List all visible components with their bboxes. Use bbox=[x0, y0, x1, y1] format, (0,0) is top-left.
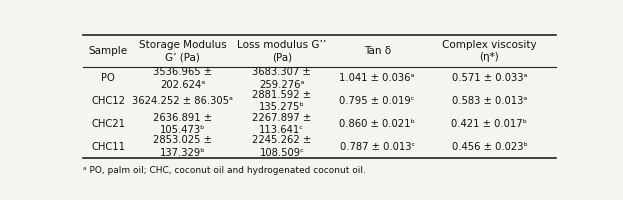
Text: Storage Modulus
G’ (Pa): Storage Modulus G’ (Pa) bbox=[139, 40, 227, 62]
Text: 3624.252 ± 86.305ᵃ: 3624.252 ± 86.305ᵃ bbox=[133, 96, 234, 106]
Text: 0.421 ± 0.017ᵇ: 0.421 ± 0.017ᵇ bbox=[452, 119, 528, 129]
Text: 3683.307 ±
259.276ᵃ: 3683.307 ± 259.276ᵃ bbox=[252, 67, 312, 90]
Text: 2245.262 ±
108.509ᶜ: 2245.262 ± 108.509ᶜ bbox=[252, 135, 312, 158]
Text: 0.456 ± 0.023ᵇ: 0.456 ± 0.023ᵇ bbox=[452, 142, 528, 152]
Text: CHC21: CHC21 bbox=[91, 119, 125, 129]
Text: 2853.025 ±
137.329ᵇ: 2853.025 ± 137.329ᵇ bbox=[153, 135, 212, 158]
Text: CHC12: CHC12 bbox=[91, 96, 125, 106]
Text: 2267.897 ±
113.641ᶜ: 2267.897 ± 113.641ᶜ bbox=[252, 113, 312, 135]
Text: 2636.891 ±
105.473ᵇ: 2636.891 ± 105.473ᵇ bbox=[153, 113, 212, 135]
Text: 0.571 ± 0.033ᵃ: 0.571 ± 0.033ᵃ bbox=[452, 73, 527, 83]
Text: Loss modulus G’’
(Pa): Loss modulus G’’ (Pa) bbox=[237, 40, 326, 62]
Text: 0.795 ± 0.019ᶜ: 0.795 ± 0.019ᶜ bbox=[340, 96, 415, 106]
Text: CHC11: CHC11 bbox=[91, 142, 125, 152]
Text: Sample: Sample bbox=[88, 46, 128, 56]
Text: PO: PO bbox=[101, 73, 115, 83]
Text: 0.860 ± 0.021ᵇ: 0.860 ± 0.021ᵇ bbox=[340, 119, 415, 129]
Text: 0.787 ± 0.013ᶜ: 0.787 ± 0.013ᶜ bbox=[340, 142, 415, 152]
Text: ᵃ PO, palm oil; CHC, coconut oil and hydrogenated coconut oil.: ᵃ PO, palm oil; CHC, coconut oil and hyd… bbox=[83, 166, 366, 175]
Text: 1.041 ± 0.036ᵃ: 1.041 ± 0.036ᵃ bbox=[340, 73, 415, 83]
Text: 3536.965 ±
202.624ᵃ: 3536.965 ± 202.624ᵃ bbox=[153, 67, 212, 90]
Text: 2881.592 ±
135.275ᵇ: 2881.592 ± 135.275ᵇ bbox=[252, 90, 312, 112]
Text: Tan δ: Tan δ bbox=[364, 46, 391, 56]
Text: Complex viscosity
(η*): Complex viscosity (η*) bbox=[442, 40, 537, 62]
Text: 0.583 ± 0.013ᵃ: 0.583 ± 0.013ᵃ bbox=[452, 96, 527, 106]
